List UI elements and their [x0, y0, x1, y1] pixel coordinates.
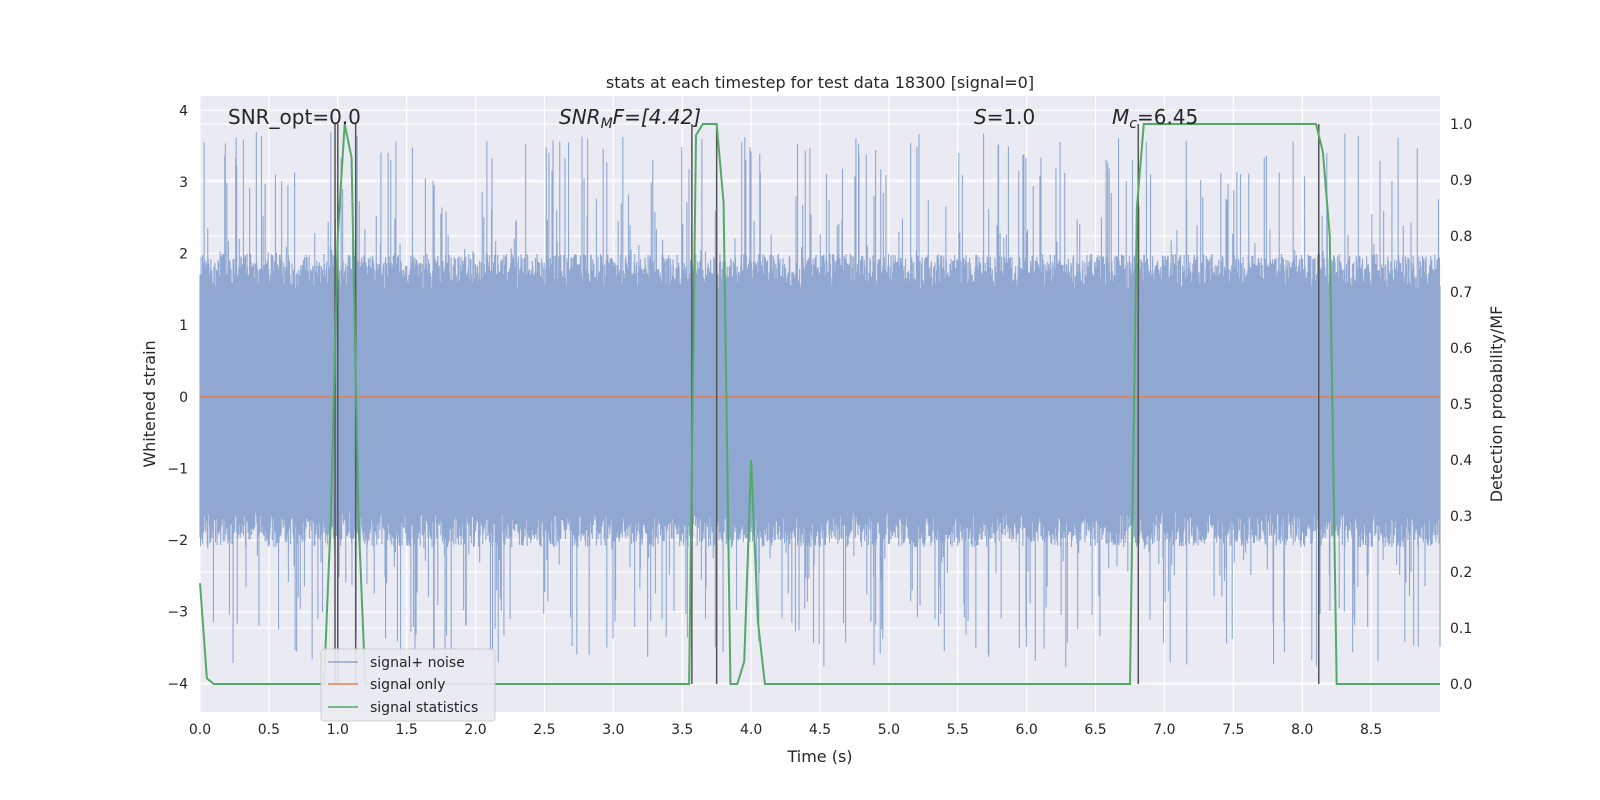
y-ticks: 4 3 2 1 0 −1 −2 −3 −4 [167, 103, 188, 692]
legend-box [320, 648, 496, 722]
x-tick-label: 0.5 [258, 722, 280, 738]
y-tick-label: −4 [167, 676, 188, 692]
chart-title: stats at each timestep for test data 183… [606, 73, 1034, 92]
y-right-tick-label: 0.7 [1450, 285, 1472, 301]
x-axis-label: Time (s) [786, 747, 852, 766]
y-right-tick-label: 0.2 [1450, 565, 1472, 581]
annotation-mc: Mc=6.45 [1112, 105, 1198, 132]
y-tick-label: 0 [179, 390, 188, 406]
y-right-tick-label: 0.1 [1450, 621, 1472, 637]
x-tick-label: 2.5 [533, 722, 555, 738]
annotation-snr-mf-sub: M [601, 116, 613, 132]
series-signal-statistics [199, 123, 1440, 685]
annotation-mc-rest: =6.45 [1137, 105, 1198, 129]
y-axis-label-right: Detection probability/MF [1487, 306, 1506, 503]
x-tick-label: 5.5 [947, 722, 969, 738]
x-tick-label: 6.0 [1016, 722, 1038, 738]
annotation-s: S=1.0 [974, 105, 1035, 129]
y-tick-label: −1 [167, 461, 188, 477]
legend-label-signal-statistics: signal statistics [370, 700, 478, 716]
y-right-tick-label: 0.0 [1450, 677, 1472, 693]
y-tick-label: 2 [179, 247, 188, 263]
annotation-snr-opt: SNR_opt=0.0 [228, 105, 361, 129]
x-tick-label: 0.0 [189, 722, 211, 738]
y-axis-label: Whitened strain [140, 340, 159, 467]
legend-label-signal-only: signal only [370, 677, 445, 693]
y-right-tick-label: 0.4 [1450, 453, 1472, 469]
y-ticks-right: 1.0 0.9 0.8 0.7 0.6 0.5 0.4 0.3 0.2 0.1 0.0 [1450, 117, 1472, 693]
x-tick-label: 7.0 [1153, 722, 1175, 738]
y-tick-label: −2 [167, 533, 188, 549]
annotation-mc-sub: c [1129, 116, 1137, 132]
x-tick-label: 8.5 [1360, 722, 1382, 738]
x-tick-label: 4.0 [740, 722, 762, 738]
y-right-tick-label: 0.3 [1450, 509, 1472, 525]
legend: signal+ noise signal only signal statist… [320, 648, 496, 722]
annotation-s-main: S [974, 105, 987, 129]
x-tick-label: 7.5 [1222, 722, 1244, 738]
y-tick-label: 4 [179, 103, 188, 119]
y-tick-label: 1 [179, 318, 188, 334]
x-tick-label: 8.0 [1291, 722, 1313, 738]
x-tick-label: 5.0 [878, 722, 900, 738]
signal-statistics-line [199, 123, 1440, 685]
x-tick-label: 3.5 [671, 722, 693, 738]
y-right-tick-label: 0.5 [1450, 397, 1472, 413]
annotation-snr-mf-main: SNR [559, 105, 601, 129]
annotation-s-rest: =1.0 [987, 105, 1036, 129]
series-signal-noise [199, 132, 1441, 669]
y-tick-label: 3 [179, 175, 188, 191]
y-right-tick-label: 0.6 [1450, 341, 1472, 357]
x-tick-label: 1.0 [327, 722, 349, 738]
x-tick-label: 2.0 [464, 722, 486, 738]
y-right-tick-label: 0.8 [1450, 229, 1472, 245]
annotation-snr-mf: SNRMF=[4.42] [559, 105, 701, 132]
x-tick-label: 4.5 [809, 722, 831, 738]
x-tick-label: 1.5 [396, 722, 418, 738]
y-tick-label: −3 [167, 605, 188, 621]
y-right-tick-label: 1.0 [1450, 117, 1472, 133]
annotation-snr-mf-rest: F=[4.42] [613, 105, 701, 129]
x-tick-label: 6.5 [1084, 722, 1106, 738]
x-ticks: 0.0 0.5 1.0 1.5 2.0 2.5 3.0 3.5 4.0 4.5 5.0 5.5 6.0 6… [189, 722, 1382, 738]
annotation-mc-main: M [1112, 105, 1129, 129]
legend-label-signal-noise: signal+ noise [370, 655, 465, 671]
x-tick-label: 3.0 [602, 722, 624, 738]
y-right-tick-label: 0.9 [1450, 173, 1472, 189]
